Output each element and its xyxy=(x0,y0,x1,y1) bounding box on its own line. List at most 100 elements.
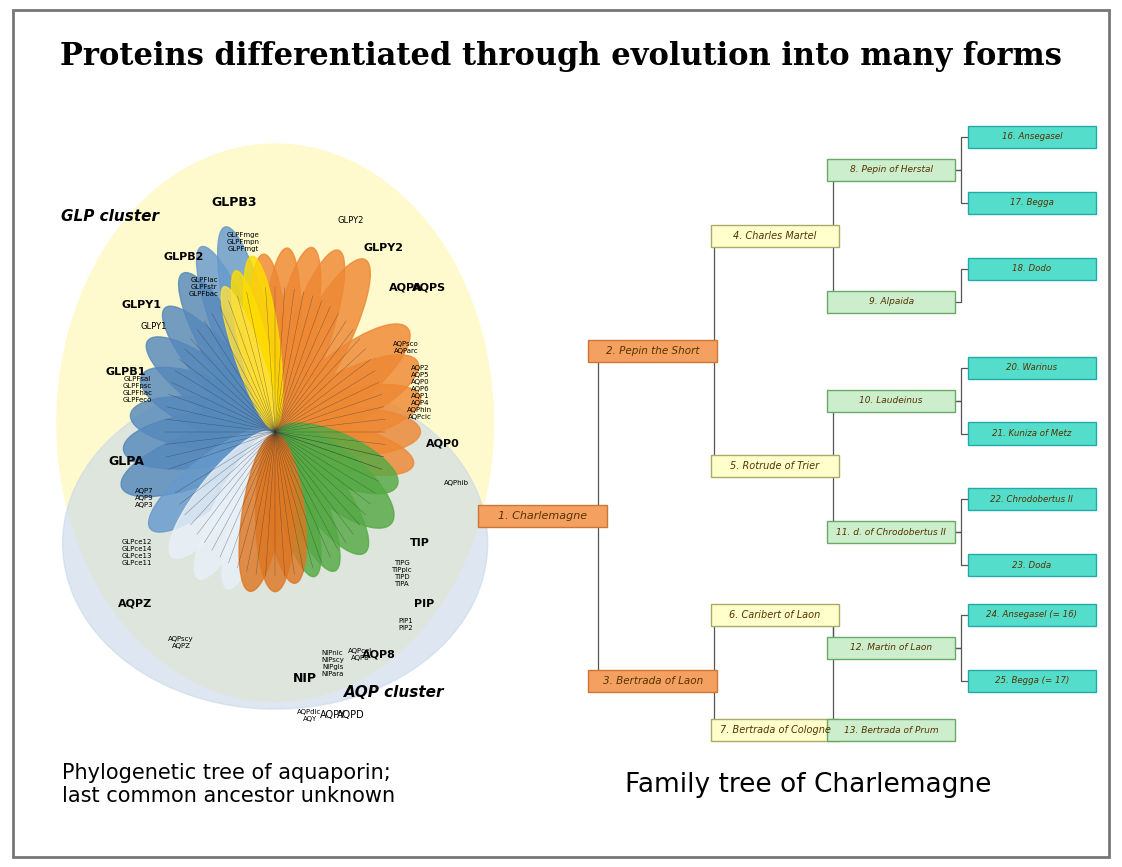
Text: PIP1
PIP2: PIP1 PIP2 xyxy=(398,618,414,631)
Text: 2. Pepin the Short: 2. Pepin the Short xyxy=(606,346,699,356)
Text: 22. Chrodobertus II: 22. Chrodobertus II xyxy=(991,495,1074,504)
Ellipse shape xyxy=(272,250,344,429)
Text: AQPD: AQPD xyxy=(337,710,365,720)
Ellipse shape xyxy=(273,259,370,430)
Ellipse shape xyxy=(130,396,273,450)
Text: Phylogenetic tree of aquaporin;
last common ancestor unknown: Phylogenetic tree of aquaporin; last com… xyxy=(62,763,395,806)
Text: 17. Begga: 17. Begga xyxy=(1010,199,1054,207)
Text: GLPY1: GLPY1 xyxy=(122,300,162,310)
Text: GLPB3: GLPB3 xyxy=(211,196,257,209)
Text: TIP: TIP xyxy=(410,538,430,548)
Text: GLPY2: GLPY2 xyxy=(364,243,403,253)
Text: AQPS: AQPS xyxy=(412,282,447,292)
Ellipse shape xyxy=(277,355,419,439)
Text: AQPcel
AQP8: AQPcel AQP8 xyxy=(348,649,373,662)
Text: 6. Caribert of Laon: 6. Caribert of Laon xyxy=(729,610,820,620)
Text: AQPhib: AQPhib xyxy=(444,480,469,486)
Ellipse shape xyxy=(263,248,301,428)
Text: AQP7
AQP9
AQP3: AQP7 AQP9 AQP3 xyxy=(135,488,154,508)
Text: GLPFsal
GLPFpsc
GLPFhac
GLPFeco: GLPFsal GLPFpsc GLPFhac GLPFeco xyxy=(122,376,153,403)
Text: GLPY1: GLPY1 xyxy=(140,322,166,331)
Ellipse shape xyxy=(278,385,421,445)
FancyBboxPatch shape xyxy=(710,603,839,626)
Text: TIPG
TIPpic
TIPD
TIPA: TIPG TIPpic TIPD TIPA xyxy=(392,560,412,587)
Ellipse shape xyxy=(275,431,369,554)
Text: GLPB1: GLPB1 xyxy=(105,367,146,376)
Text: 3. Bertrada of Laon: 3. Bertrada of Laon xyxy=(603,675,702,686)
Ellipse shape xyxy=(169,431,275,558)
Text: 25. Begga (= 17): 25. Begga (= 17) xyxy=(994,676,1069,685)
FancyBboxPatch shape xyxy=(967,554,1096,577)
Ellipse shape xyxy=(163,306,275,433)
Ellipse shape xyxy=(278,420,414,475)
FancyBboxPatch shape xyxy=(967,192,1096,214)
FancyBboxPatch shape xyxy=(967,603,1096,626)
Text: GLPFlac
GLPFstr
GLPFbac: GLPFlac GLPFstr GLPFbac xyxy=(188,277,219,297)
Ellipse shape xyxy=(57,144,494,701)
Text: GLP cluster: GLP cluster xyxy=(62,209,159,224)
Text: AQP2
AQP5
AQP0
AQP6
AQP1
AQP4
AQPhin
AQPcic: AQP2 AQP5 AQP0 AQP6 AQP1 AQP4 AQPhin AQP… xyxy=(407,365,432,420)
Text: 11. d. of Chrodobertus II: 11. d. of Chrodobertus II xyxy=(836,528,946,537)
Text: NIP: NIP xyxy=(293,673,318,686)
FancyBboxPatch shape xyxy=(967,422,1096,445)
Ellipse shape xyxy=(277,324,411,436)
FancyBboxPatch shape xyxy=(478,505,607,527)
Text: 4. Charles Martel: 4. Charles Martel xyxy=(734,231,817,241)
FancyBboxPatch shape xyxy=(827,290,955,313)
Ellipse shape xyxy=(278,407,421,456)
Ellipse shape xyxy=(231,271,278,429)
Ellipse shape xyxy=(121,422,273,497)
Ellipse shape xyxy=(243,256,283,428)
Text: AQPY: AQPY xyxy=(320,710,346,720)
Ellipse shape xyxy=(194,434,276,579)
Text: 13. Bertrada of Prum: 13. Bertrada of Prum xyxy=(844,726,938,734)
FancyBboxPatch shape xyxy=(13,10,1109,857)
Text: AQP0: AQP0 xyxy=(426,439,460,449)
Ellipse shape xyxy=(265,434,306,583)
Text: 7. Bertrada of Cologne: 7. Bertrada of Cologne xyxy=(719,725,830,735)
FancyBboxPatch shape xyxy=(588,340,717,362)
Text: NIPnic
NIPscy
NIPgls
NIPara: NIPnic NIPscy NIPgls NIPara xyxy=(321,650,344,677)
Text: 23. Doda: 23. Doda xyxy=(1012,561,1051,570)
FancyBboxPatch shape xyxy=(710,455,839,478)
FancyBboxPatch shape xyxy=(827,636,955,659)
Text: 18. Dodo: 18. Dodo xyxy=(1012,264,1051,273)
Text: 5. Rotrude of Trier: 5. Rotrude of Trier xyxy=(730,461,819,472)
Ellipse shape xyxy=(239,434,285,591)
Text: 20. Warinus: 20. Warinus xyxy=(1006,363,1057,372)
Text: 12. Martin of Laon: 12. Martin of Laon xyxy=(850,643,932,652)
FancyBboxPatch shape xyxy=(710,719,839,741)
FancyBboxPatch shape xyxy=(710,225,839,247)
Ellipse shape xyxy=(178,272,276,431)
Text: GLPFmge
GLPFmpn
GLPFmgt: GLPFmge GLPFmpn GLPFmgt xyxy=(227,232,259,252)
FancyBboxPatch shape xyxy=(967,126,1096,148)
FancyBboxPatch shape xyxy=(827,389,955,412)
Text: 9. Alpaida: 9. Alpaida xyxy=(868,297,913,306)
Text: AQPZ: AQPZ xyxy=(118,598,153,609)
Text: GLPce12
GLPce14
GLPce13
GLPce11: GLPce12 GLPce14 GLPce13 GLPce11 xyxy=(122,539,153,566)
Text: 24. Ansegasel (= 16): 24. Ansegasel (= 16) xyxy=(986,610,1077,619)
FancyBboxPatch shape xyxy=(967,669,1096,692)
FancyBboxPatch shape xyxy=(588,669,717,692)
Ellipse shape xyxy=(256,435,295,591)
Ellipse shape xyxy=(222,434,279,589)
Text: 21. Kuniza of Metz: 21. Kuniza of Metz xyxy=(992,429,1072,438)
Text: AQP8: AQP8 xyxy=(361,650,395,660)
Text: GLPA: GLPA xyxy=(108,455,144,468)
Text: GLPB2: GLPB2 xyxy=(163,252,203,262)
Text: 16. Ansegasel: 16. Ansegasel xyxy=(1002,133,1063,141)
Text: PIP: PIP xyxy=(414,598,434,609)
FancyBboxPatch shape xyxy=(967,356,1096,379)
Ellipse shape xyxy=(148,428,274,532)
Ellipse shape xyxy=(140,368,273,441)
FancyBboxPatch shape xyxy=(827,719,955,741)
FancyBboxPatch shape xyxy=(967,488,1096,511)
Ellipse shape xyxy=(196,246,277,429)
Text: 10. Laudeinus: 10. Laudeinus xyxy=(859,396,923,405)
Ellipse shape xyxy=(221,287,277,429)
Text: GLPY2: GLPY2 xyxy=(338,217,365,225)
FancyBboxPatch shape xyxy=(827,159,955,181)
Text: AQP cluster: AQP cluster xyxy=(344,685,444,700)
Ellipse shape xyxy=(218,227,280,428)
Text: 8. Pepin of Herstal: 8. Pepin of Herstal xyxy=(849,166,932,174)
